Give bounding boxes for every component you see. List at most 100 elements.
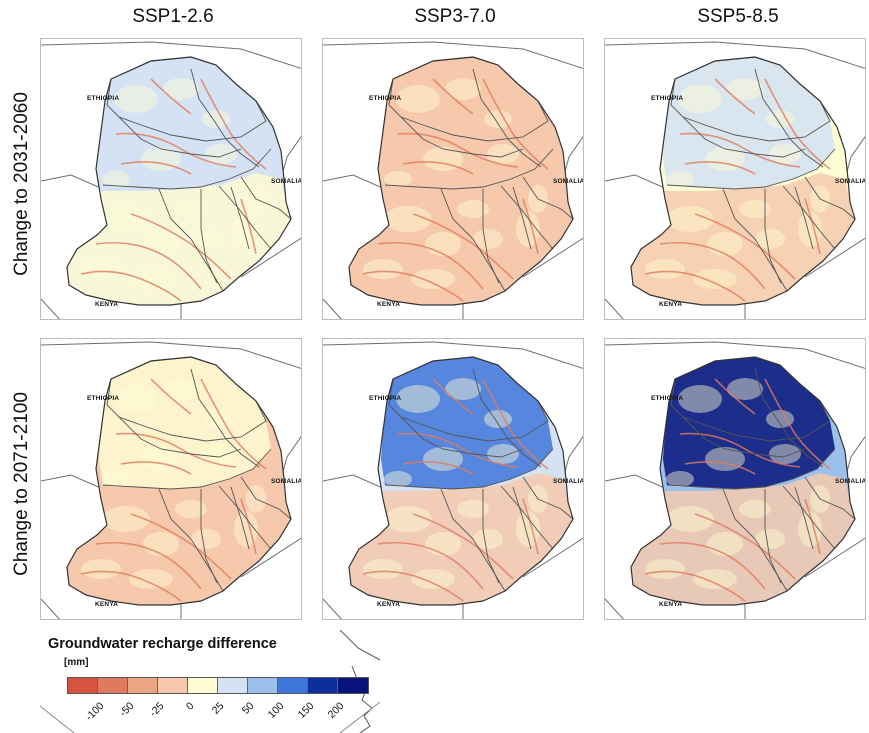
river-line xyxy=(240,498,257,555)
river-line xyxy=(200,378,267,470)
river-line xyxy=(377,541,484,590)
basin-boundary xyxy=(512,486,532,550)
river-line xyxy=(402,161,474,175)
country-border xyxy=(280,135,301,180)
river-line xyxy=(764,78,831,170)
country-border xyxy=(605,474,668,490)
country-border xyxy=(41,298,60,319)
terrain-patch xyxy=(693,269,737,289)
terrain-patch xyxy=(411,269,455,289)
basin-boundary xyxy=(230,486,250,550)
river-line xyxy=(659,241,766,290)
map-panel-ssp370-2071-2100: ETHIOPIA SOMALIA KENYA xyxy=(322,338,584,620)
legend-swatch-5 xyxy=(188,678,218,693)
terrain-patch xyxy=(755,529,785,549)
country-border xyxy=(323,598,342,619)
terrain-patch xyxy=(191,529,221,549)
terrain-patch xyxy=(487,144,519,164)
country-border xyxy=(522,537,583,578)
river-line xyxy=(432,78,474,115)
river-line xyxy=(150,78,192,115)
river-line xyxy=(95,241,202,290)
country-border xyxy=(605,174,668,190)
country-label-kenya: KENYA xyxy=(95,601,119,608)
river-line xyxy=(679,432,801,468)
terrain-patch xyxy=(205,444,237,464)
row-title-2031-2060-text: Change to 2031-2060 xyxy=(11,92,32,276)
river-line xyxy=(694,513,796,580)
country-border xyxy=(41,341,301,369)
terrain-patch xyxy=(473,529,503,549)
country-label-ethiopia: ETHIOPIA xyxy=(87,95,120,102)
recharge-region-north xyxy=(99,57,271,189)
legend-color-bar xyxy=(67,677,369,694)
country-border xyxy=(280,435,301,480)
recharge-region-north xyxy=(381,357,553,489)
river-line xyxy=(362,570,464,602)
terrain-patch xyxy=(384,506,432,532)
river-line xyxy=(80,570,182,602)
basin-boundary xyxy=(118,416,242,458)
country-border xyxy=(323,298,342,319)
country-border xyxy=(562,435,583,480)
basin-outline xyxy=(348,56,574,306)
basin-boundary xyxy=(482,489,500,584)
country-border xyxy=(240,537,301,578)
terrain-patch xyxy=(363,259,403,279)
country-label-kenya: KENYA xyxy=(95,301,119,308)
country-border xyxy=(605,298,624,319)
terrain-patch xyxy=(175,200,207,218)
map-svg xyxy=(605,41,865,319)
terrain-patch xyxy=(163,78,199,100)
terrain-patch xyxy=(143,532,179,556)
river-line xyxy=(397,432,519,468)
basin-boundary xyxy=(512,186,532,250)
basin-boundary xyxy=(200,489,218,584)
terrain-patch xyxy=(191,229,221,249)
basin-boundary xyxy=(666,448,836,490)
river-line xyxy=(120,461,192,475)
basin-boundary xyxy=(754,68,824,168)
terrain-patch xyxy=(666,506,714,532)
river-line xyxy=(684,161,756,175)
basin-boundary xyxy=(754,368,824,468)
terrain-patch xyxy=(129,269,173,289)
basin-boundary xyxy=(782,185,836,250)
basin-outline xyxy=(66,56,292,306)
recharge-region-south xyxy=(349,173,573,305)
basin-boundary xyxy=(682,116,806,158)
river-line xyxy=(150,378,192,415)
recharge-fill-group xyxy=(349,357,573,605)
river-line xyxy=(714,78,756,115)
terrain-patch xyxy=(666,206,714,232)
country-border xyxy=(605,41,865,69)
map-svg xyxy=(41,41,301,319)
basin-boundary xyxy=(804,476,856,520)
map-panel-ssp370-2031-2060: ETHIOPIA SOMALIA KENYA xyxy=(322,38,584,320)
basin-boundary xyxy=(472,368,542,468)
recharge-region-north xyxy=(663,357,835,489)
map-svg xyxy=(323,41,583,319)
terrain-patch xyxy=(457,200,489,218)
basin-boundary xyxy=(804,176,856,220)
river-line xyxy=(115,132,237,168)
basin-boundary xyxy=(190,68,260,168)
recharge-fill-group xyxy=(631,357,855,605)
legend-swatch-9 xyxy=(308,678,338,693)
country-border xyxy=(323,341,583,369)
recharge-fill-group xyxy=(67,57,291,305)
basin-boundary xyxy=(666,148,836,190)
legend-swatch-4 xyxy=(158,678,188,693)
basin-boundary xyxy=(384,148,554,190)
basin-boundary xyxy=(240,176,292,220)
basin-outline xyxy=(630,356,856,606)
legend-swatch-3 xyxy=(128,678,158,693)
country-border xyxy=(562,135,583,180)
country-border xyxy=(605,341,865,369)
terrain-patch xyxy=(163,378,199,400)
recharge-fill-group xyxy=(67,357,291,605)
terrain-patch xyxy=(384,171,412,187)
country-label-somalia: SOMALIA xyxy=(553,478,584,485)
terrain-patch xyxy=(102,506,150,532)
river-line xyxy=(402,461,474,475)
